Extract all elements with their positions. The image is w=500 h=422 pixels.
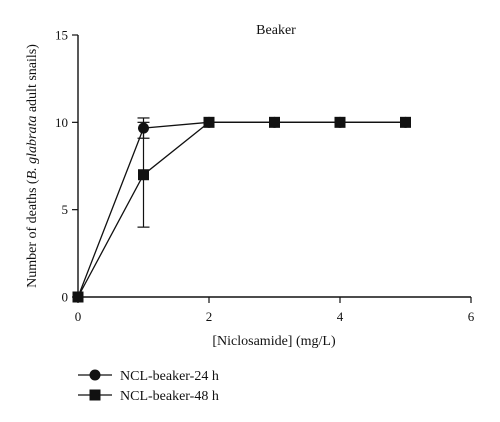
series-layer <box>72 116 411 303</box>
series-1 <box>72 116 411 303</box>
x-tick-label: 6 <box>468 309 475 324</box>
legend-marker <box>89 369 101 381</box>
data-point <box>269 116 280 128</box>
data-point <box>400 116 411 128</box>
y-tick-label: 15 <box>55 28 68 43</box>
chart-title: Beaker <box>256 23 296 38</box>
data-point <box>138 169 149 181</box>
data-point <box>334 116 346 128</box>
x-tick-label: 2 <box>206 309 213 324</box>
axes: 0 2 4 6 0 5 10 15 <box>55 28 475 325</box>
legend-item: NCL-beaker-48 h <box>78 389 219 404</box>
y-tick-label: 5 <box>62 202 69 217</box>
legend-item: NCL-beaker-24 h <box>78 369 219 384</box>
data-point <box>203 116 215 128</box>
x-axis-label: [Niclosamide] (mg/L) <box>212 334 336 349</box>
y-tick-label: 10 <box>55 115 68 130</box>
series-line <box>77 121 406 298</box>
legend-label: NCL-beaker-48 h <box>120 389 219 404</box>
y-axis-label: Number of deaths (B. glabrata adult snai… <box>25 44 40 288</box>
legend-marker <box>89 389 101 401</box>
data-point <box>72 291 84 303</box>
x-tick-label: 4 <box>337 309 344 324</box>
y-tick-label: 0 <box>62 290 69 305</box>
series-2 <box>72 116 411 303</box>
x-tick-label: 0 <box>75 309 82 324</box>
legend-label: NCL-beaker-24 h <box>120 369 219 384</box>
legend: NCL-beaker-24 h NCL-beaker-48 h <box>78 369 219 404</box>
series-line <box>77 121 406 298</box>
